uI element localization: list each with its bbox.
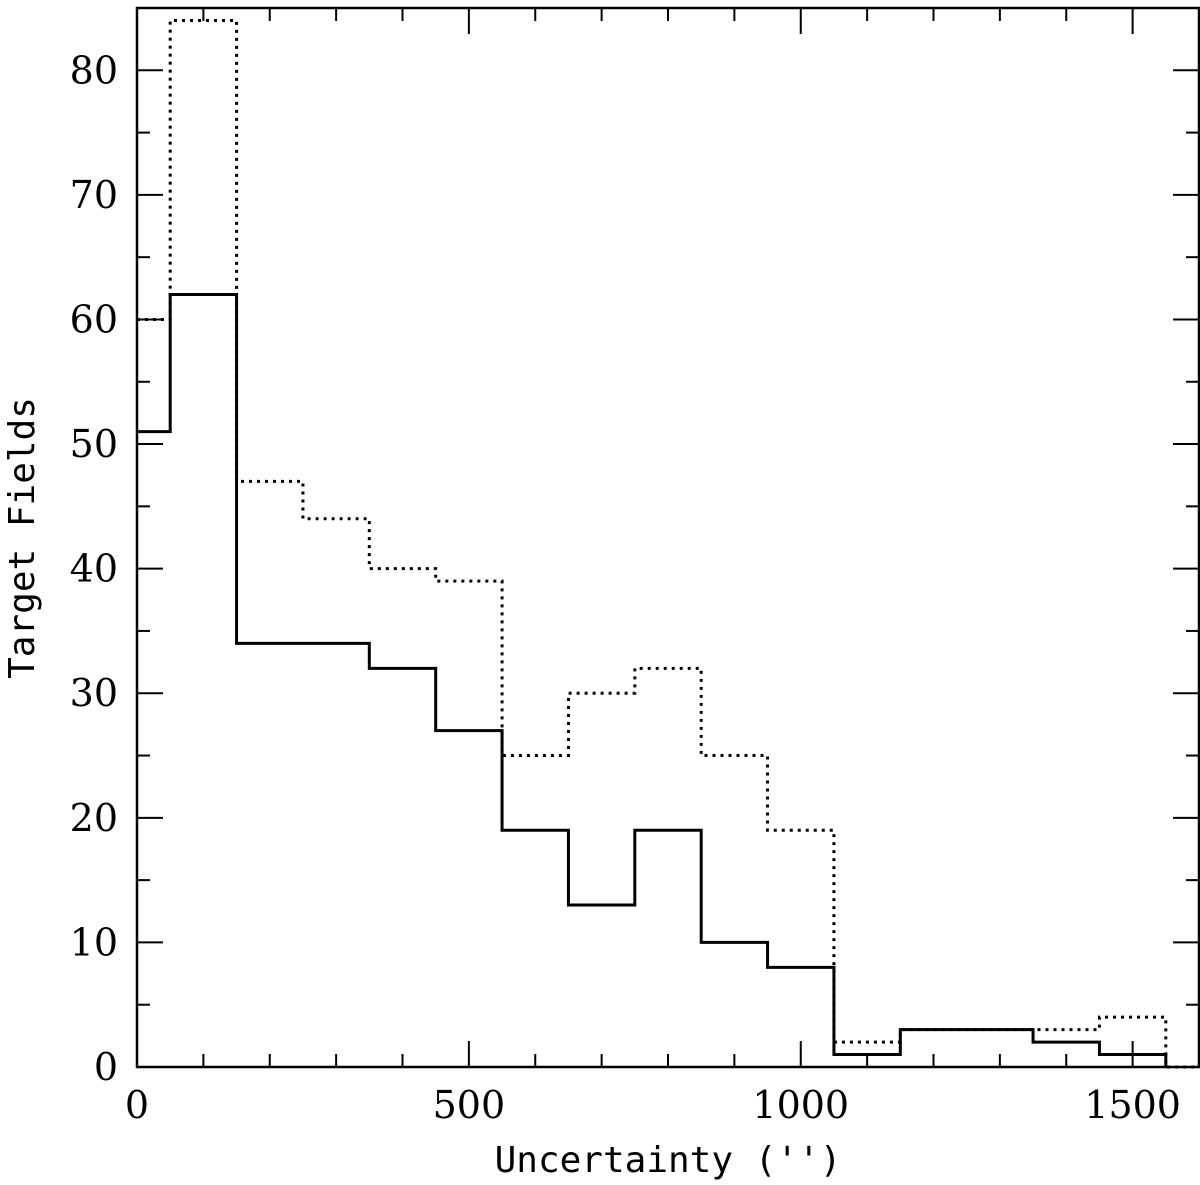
- x-axis-title: Uncertainty (''): [495, 1140, 842, 1181]
- y-tick-label: 10: [70, 920, 118, 964]
- x-tick-label: 1000: [752, 1083, 849, 1127]
- y-tick-label: 50: [70, 422, 118, 466]
- y-tick-label: 20: [70, 796, 118, 840]
- y-tick-label: 80: [70, 48, 118, 92]
- histogram-series-solid: [137, 293, 1168, 1067]
- plot-frame: [135, 6, 1200, 1069]
- y-tick-label: 70: [70, 173, 118, 217]
- x-tick-label: 0: [125, 1083, 149, 1127]
- axis-ticks: [136, 7, 1200, 1068]
- x-tick-label: 1500: [1084, 1083, 1181, 1127]
- x-tick-label: 500: [433, 1083, 506, 1127]
- y-tick-label: 60: [70, 297, 118, 341]
- histogram-series: [137, 18, 1199, 1069]
- y-axis-title: Target Fields: [2, 397, 43, 679]
- histogram-series-dotted: [137, 18, 1199, 1069]
- axis-tick-labels: 0 500 1000 1500 0 10 20 30 40 50 60 70 80: [70, 48, 1181, 1127]
- y-tick-label: 0: [94, 1045, 118, 1089]
- y-tick-label: 40: [70, 547, 118, 591]
- y-tick-label: 30: [70, 671, 118, 715]
